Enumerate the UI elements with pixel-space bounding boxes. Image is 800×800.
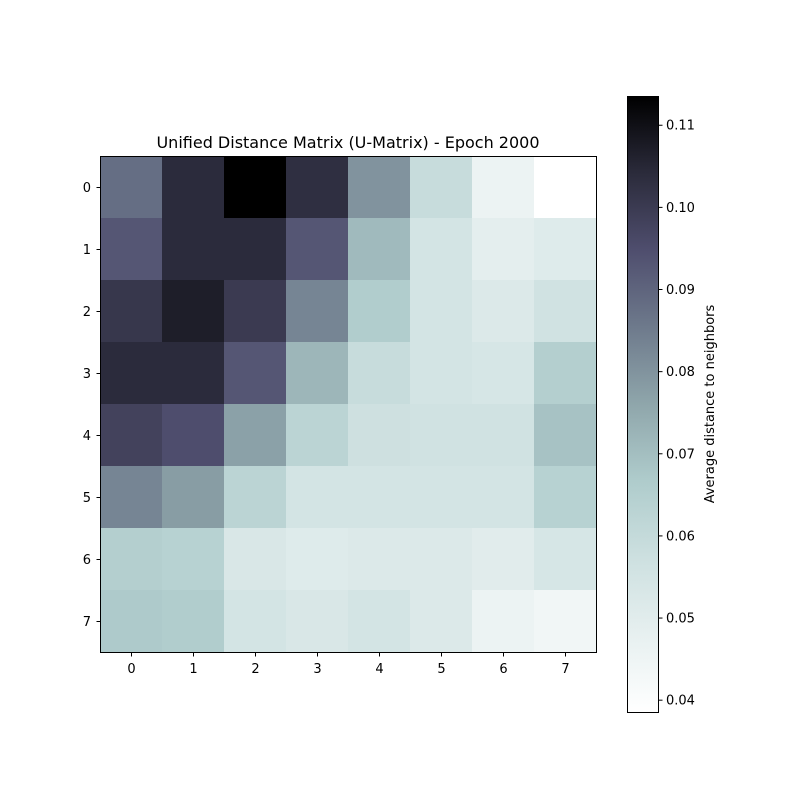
colorbar-tick-label: 0.05: [666, 612, 695, 627]
heatmap-cell: [100, 466, 163, 529]
heatmap-cell: [162, 404, 225, 467]
heatmap-cell: [410, 218, 473, 281]
heatmap-cell: [472, 404, 535, 467]
y-tick-label: 2: [83, 305, 91, 320]
x-tick-label: 3: [313, 662, 321, 677]
heatmap-cell: [224, 590, 287, 653]
y-tick-label: 7: [83, 615, 91, 630]
x-tick-label: 6: [499, 662, 507, 677]
y-tick-label: 5: [83, 491, 91, 506]
heatmap-cell: [348, 404, 411, 467]
heatmap-cell: [224, 342, 287, 405]
heatmap-cell: [534, 156, 597, 219]
heatmap-cell: [534, 466, 597, 529]
heatmap-cell: [472, 156, 535, 219]
heatmap-cell: [472, 280, 535, 343]
heatmap-cell: [100, 156, 163, 219]
heatmap-cell: [348, 590, 411, 653]
heatmap-cell: [472, 528, 535, 591]
colorbar: [627, 96, 659, 713]
heatmap-cell: [410, 404, 473, 467]
heatmap-cell: [348, 466, 411, 529]
x-tick-label: 7: [561, 662, 569, 677]
y-tick-label: 4: [83, 429, 91, 444]
colorbar-tick-label: 0.07: [666, 447, 695, 462]
heatmap-cell: [162, 218, 225, 281]
heatmap-cell: [286, 466, 349, 529]
x-tick-label: 0: [127, 662, 135, 677]
heatmap-cell: [224, 156, 287, 219]
heatmap-cell: [224, 404, 287, 467]
colorbar-label: Average distance to neighbors: [703, 304, 718, 503]
chart-title: Unified Distance Matrix (U-Matrix) - Epo…: [156, 133, 539, 152]
heatmap-cell: [410, 156, 473, 219]
heatmap-cell: [286, 528, 349, 591]
colorbar-tick-label: 0.10: [666, 201, 695, 216]
heatmap-cell: [224, 528, 287, 591]
colorbar-tick-label: 0.04: [666, 694, 695, 709]
x-axis: 0 1 2 3 4 5 6 7: [127, 652, 570, 677]
y-axis: 0 1 2 3 4 5 6 7: [83, 181, 101, 630]
y-tick-label: 0: [83, 181, 91, 196]
heatmap-cell: [410, 342, 473, 405]
heatmap-cell: [286, 404, 349, 467]
heatmap-cell: [472, 342, 535, 405]
heatmap-cell: [534, 528, 597, 591]
heatmap-cell: [162, 466, 225, 529]
heatmap-cell: [348, 218, 411, 281]
heatmap-cell: [224, 466, 287, 529]
heatmap-cell: [472, 466, 535, 529]
heatmap-cell: [286, 156, 349, 219]
heatmap-cell: [348, 156, 411, 219]
heatmap-cell: [162, 342, 225, 405]
heatmap-cell: [534, 342, 597, 405]
x-tick-label: 5: [437, 662, 445, 677]
heatmap-cell: [162, 156, 225, 219]
y-tick-label: 1: [83, 243, 91, 258]
heatmap-cell: [348, 342, 411, 405]
heatmap-cell: [162, 528, 225, 591]
heatmap-cell: [100, 342, 163, 405]
colorbar-tick-label: 0.06: [666, 529, 695, 544]
heatmap-cell: [472, 218, 535, 281]
heatmap-cell: [100, 280, 163, 343]
heatmap-cell: [286, 280, 349, 343]
heatmap-cell: [286, 342, 349, 405]
heatmap-cell: [100, 218, 163, 281]
heatmap-cell: [348, 528, 411, 591]
heatmap-cell: [410, 590, 473, 653]
x-tick-label: 2: [251, 662, 259, 677]
heatmap-frame: [100, 156, 597, 653]
heatmap-cell: [410, 466, 473, 529]
heatmap-cell: [100, 528, 163, 591]
x-tick-label: 4: [375, 662, 383, 677]
heatmap-cell: [410, 280, 473, 343]
heatmap-cell: [472, 590, 535, 653]
colorbar-axis: 0.04 0.05 0.06 0.07 0.08 0.09 0.10 0.11: [658, 119, 695, 709]
heatmap-cell: [410, 528, 473, 591]
y-tick-label: 6: [83, 553, 91, 568]
colorbar-tick-label: 0.11: [666, 119, 695, 134]
x-tick-label: 1: [189, 662, 197, 677]
heatmap-cell: [100, 590, 163, 653]
heatmap-cell: [534, 218, 597, 281]
heatmap-cell: [534, 404, 597, 467]
heatmap-cell: [534, 280, 597, 343]
heatmap-cell: [100, 404, 163, 467]
heatmap-cell: [534, 590, 597, 653]
heatmap-cell: [286, 218, 349, 281]
heatmap-cells: [100, 156, 597, 653]
heatmap-cell: [224, 280, 287, 343]
heatmap-cell: [162, 280, 225, 343]
heatmap-cell: [162, 590, 225, 653]
colorbar-tick-label: 0.08: [666, 365, 695, 380]
heatmap-cell: [286, 590, 349, 653]
y-tick-label: 3: [83, 367, 91, 382]
colorbar-tick-label: 0.09: [666, 283, 695, 298]
heatmap-cell: [224, 218, 287, 281]
heatmap-cell: [348, 280, 411, 343]
